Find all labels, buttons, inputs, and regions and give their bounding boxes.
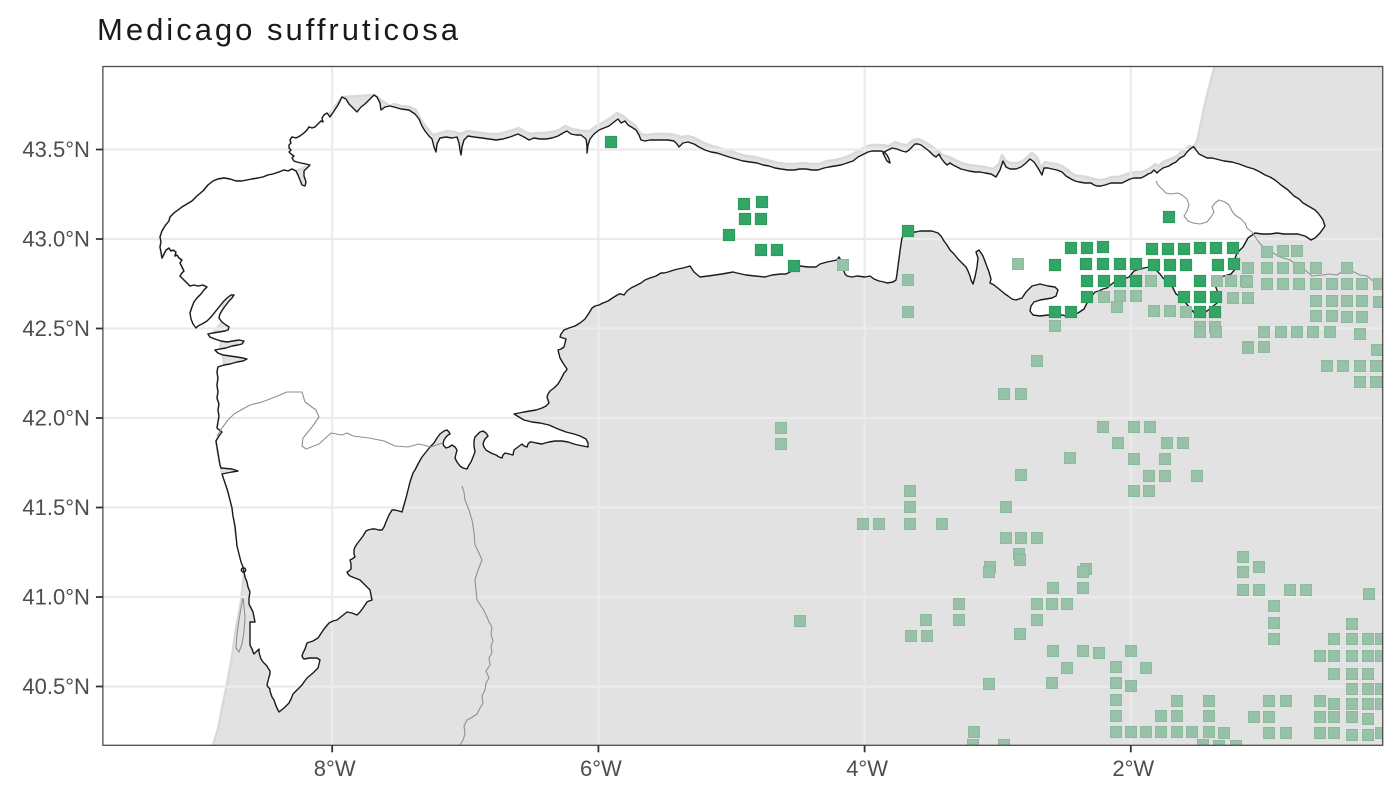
- svg-text:8°W: 8°W: [314, 756, 356, 781]
- svg-text:6°W: 6°W: [580, 756, 622, 781]
- svg-text:41.5°N: 41.5°N: [22, 495, 90, 520]
- svg-text:43.5°N: 43.5°N: [22, 137, 90, 162]
- svg-text:42.5°N: 42.5°N: [22, 316, 90, 341]
- svg-text:41.0°N: 41.0°N: [22, 585, 90, 610]
- svg-text:2°W: 2°W: [1112, 756, 1154, 781]
- svg-text:4°W: 4°W: [846, 756, 888, 781]
- svg-text:42.0°N: 42.0°N: [22, 406, 90, 431]
- svg-text:40.5°N: 40.5°N: [22, 674, 90, 699]
- svg-text:43.0°N: 43.0°N: [22, 227, 90, 252]
